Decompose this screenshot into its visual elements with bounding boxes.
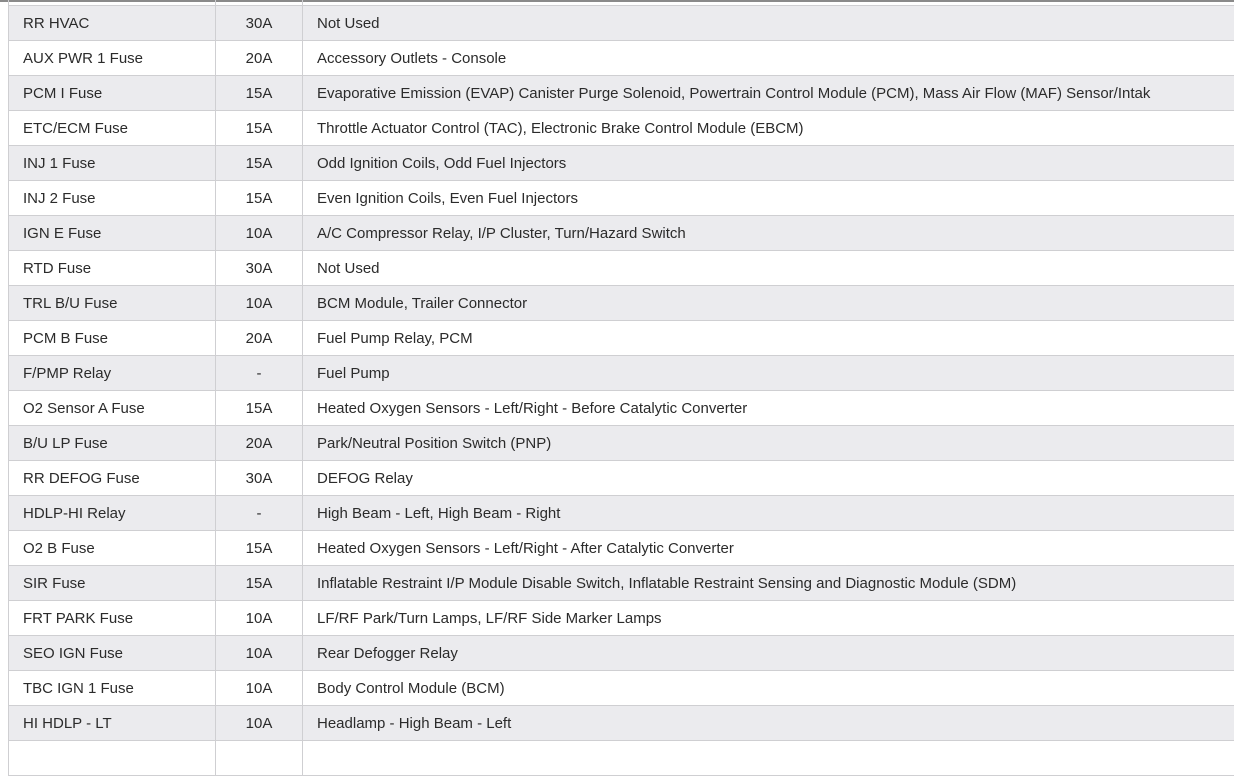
usage-cell: Odd Ignition Coils, Odd Fuel Injectors <box>303 146 1234 181</box>
fuse-name-cell: FRT PARK Fuse <box>9 601 216 636</box>
fuse-name-cell: SIR Fuse <box>9 566 216 601</box>
fuse-name-cell <box>9 741 216 776</box>
fuse-name-cell: SEO IGN Fuse <box>9 636 216 671</box>
fuse-name-cell: TRL B/U Fuse <box>9 286 216 321</box>
fuse-name-cell: PCM B Fuse <box>9 321 216 356</box>
usage-cell: Headlamp - High Beam - Left <box>303 706 1234 741</box>
fuse-name-cell: F/PMP Relay <box>9 356 216 391</box>
amperage-cell: 15A <box>216 391 303 426</box>
fuse-name-cell: HDLP-HI Relay <box>9 496 216 531</box>
amperage-cell: 20A <box>216 426 303 461</box>
table-row: F/PMP Relay-Fuel Pump <box>9 356 1234 391</box>
usage-cell: Body Control Module (BCM) <box>303 671 1234 706</box>
fuse-name-cell: INJ 1 Fuse <box>9 146 216 181</box>
usage-cell: Accessory Outlets - Console <box>303 41 1234 76</box>
fuse-name-cell: PCM I Fuse <box>9 76 216 111</box>
amperage-cell: - <box>216 496 303 531</box>
usage-cell: Rear Defogger Relay <box>303 636 1234 671</box>
amperage-cell: 30A <box>216 461 303 496</box>
usage-cell: Inflatable Restraint I/P Module Disable … <box>303 566 1234 601</box>
usage-cell: Throttle Actuator Control (TAC), Electro… <box>303 111 1234 146</box>
amperage-cell: 30A <box>216 6 303 41</box>
fuse-name-cell: TBC IGN 1 Fuse <box>9 671 216 706</box>
usage-cell: BCM Module, Trailer Connector <box>303 286 1234 321</box>
fuse-name-cell: RR HVAC <box>9 6 216 41</box>
table-row <box>9 741 1234 776</box>
amperage-cell: 10A <box>216 286 303 321</box>
fuse-name-cell: ETC/ECM Fuse <box>9 111 216 146</box>
usage-cell: Fuel Pump <box>303 356 1234 391</box>
fuse-name-cell: IGN E Fuse <box>9 216 216 251</box>
fuse-name-cell: O2 B Fuse <box>9 531 216 566</box>
amperage-cell: 10A <box>216 636 303 671</box>
usage-cell: Even Ignition Coils, Even Fuel Injectors <box>303 181 1234 216</box>
amperage-cell: 15A <box>216 531 303 566</box>
amperage-cell: 15A <box>216 181 303 216</box>
usage-cell: Heated Oxygen Sensors - Left/Right - Aft… <box>303 531 1234 566</box>
table-row: HDLP-HI Relay-High Beam - Left, High Bea… <box>9 496 1234 531</box>
usage-cell: High Beam - Left, High Beam - Right <box>303 496 1234 531</box>
amperage-cell: 10A <box>216 706 303 741</box>
usage-cell: LF/RF Park/Turn Lamps, LF/RF Side Marker… <box>303 601 1234 636</box>
amperage-cell: 15A <box>216 111 303 146</box>
amperage-cell: 10A <box>216 671 303 706</box>
amperage-cell: 10A <box>216 601 303 636</box>
fuse-name-cell: HI HDLP - LT <box>9 706 216 741</box>
fuse-name-cell: RTD Fuse <box>9 251 216 286</box>
usage-cell: Not Used <box>303 6 1234 41</box>
usage-cell: Evaporative Emission (EVAP) Canister Pur… <box>303 76 1234 111</box>
amperage-cell: 15A <box>216 146 303 181</box>
usage-cell: DEFOG Relay <box>303 461 1234 496</box>
fuse-name-cell: INJ 2 Fuse <box>9 181 216 216</box>
fuse-name-cell: AUX PWR 1 Fuse <box>9 41 216 76</box>
amperage-cell: 20A <box>216 41 303 76</box>
amperage-cell: 15A <box>216 566 303 601</box>
fuse-name-cell: RR DEFOG Fuse <box>9 461 216 496</box>
usage-cell: A/C Compressor Relay, I/P Cluster, Turn/… <box>303 216 1234 251</box>
amperage-cell: 30A <box>216 251 303 286</box>
usage-cell: Park/Neutral Position Switch (PNP) <box>303 426 1234 461</box>
amperage-cell: 20A <box>216 321 303 356</box>
amperage-cell: 15A <box>216 76 303 111</box>
usage-cell: Not Used <box>303 251 1234 286</box>
amperage-cell: 10A <box>216 216 303 251</box>
usage-cell: Fuel Pump Relay, PCM <box>303 321 1234 356</box>
usage-cell <box>303 741 1234 776</box>
amperage-cell <box>216 741 303 776</box>
usage-cell: Heated Oxygen Sensors - Left/Right - Bef… <box>303 391 1234 426</box>
amperage-cell: - <box>216 356 303 391</box>
fuse-name-cell: B/U LP Fuse <box>9 426 216 461</box>
fuse-name-cell: O2 Sensor A Fuse <box>9 391 216 426</box>
